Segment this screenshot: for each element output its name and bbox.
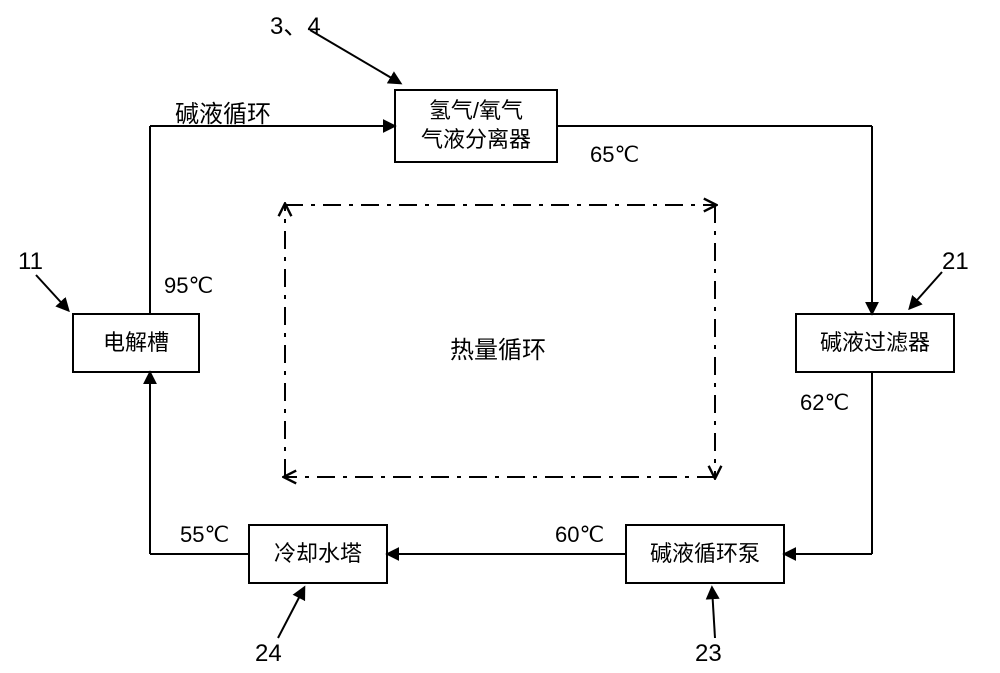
pump-box: 碱液循环泵 [625,524,785,584]
ref-label-21: 21 [942,248,969,276]
separator-label-2: 气液分离器 [421,126,531,155]
heat-cycle-label: 热量循环 [450,330,546,365]
ref-label-23: 23 [695,640,722,668]
filter-label: 碱液过滤器 [820,329,930,358]
cooling-tower-box: 冷却水塔 [248,524,388,584]
ref-label-3-4: 3、4 [270,6,321,41]
ref-label-24: 24 [255,640,282,668]
electrolyzer-label: 电解槽 [103,329,169,358]
electrolyzer-box: 电解槽 [72,313,200,373]
filter-box: 碱液过滤器 [795,313,955,373]
lye-cycle-label: 碱液循环 [175,94,271,129]
temp-62-label: 62℃ [800,390,849,416]
separator-box: 氢气/氧气 气液分离器 [394,89,558,163]
temp-55-label: 55℃ [180,522,229,548]
cooling-tower-label: 冷却水塔 [274,540,362,569]
temp-60-label: 60℃ [555,522,604,548]
temp-95-label: 95℃ [164,273,213,299]
ref-label-11: 11 [18,248,43,276]
separator-label-1: 氢气/氧气 [421,97,531,126]
pump-label: 碱液循环泵 [650,540,760,569]
temp-65-label: 65℃ [590,142,639,168]
